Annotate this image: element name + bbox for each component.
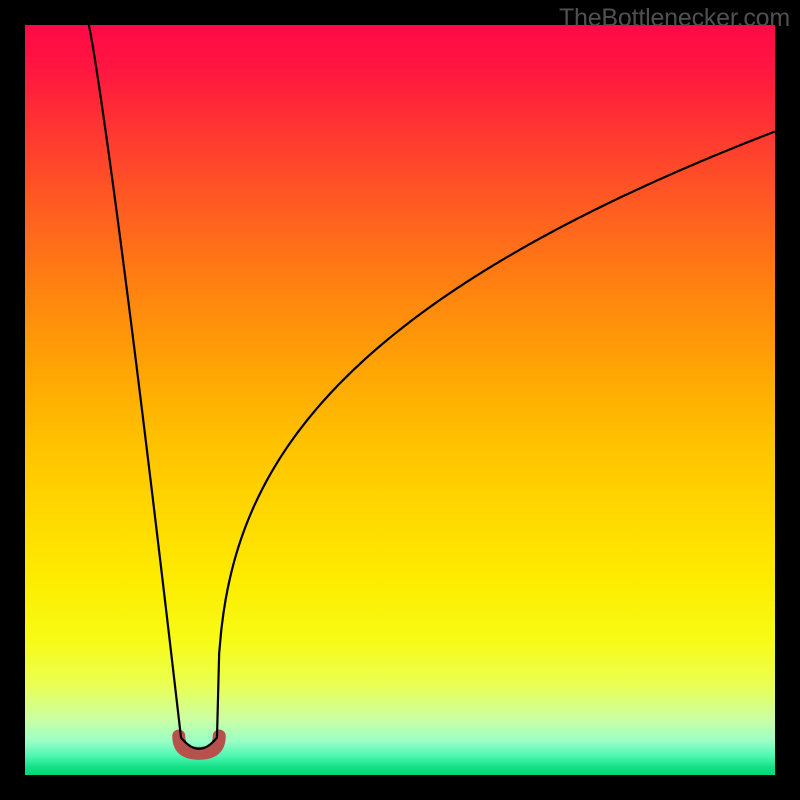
bottleneck-chart-frame: TheBottlenecker.com [0,0,800,800]
bottleneck-chart-svg [0,0,800,800]
chart-background-gradient [25,25,775,775]
